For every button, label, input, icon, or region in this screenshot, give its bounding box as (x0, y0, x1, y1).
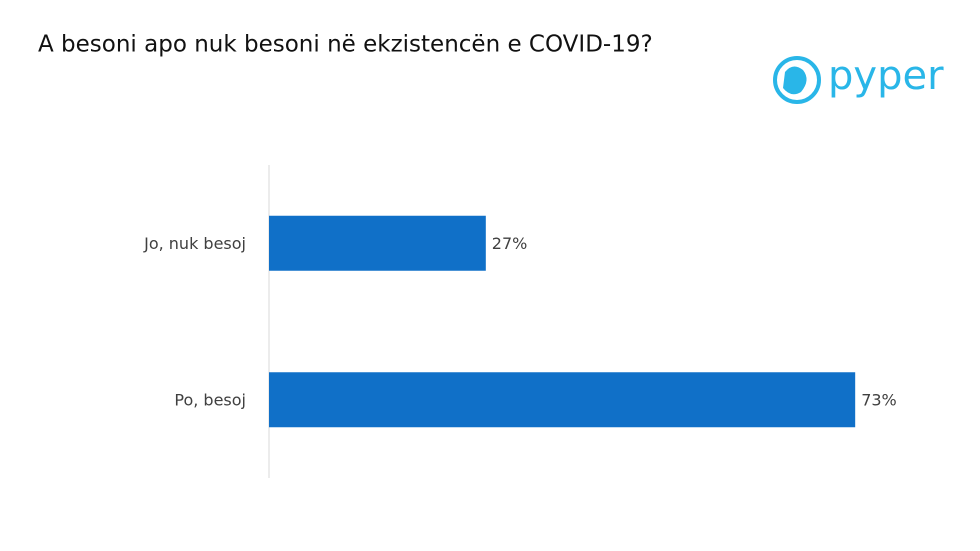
bar (269, 372, 856, 428)
logo: pyper (773, 53, 944, 105)
y-tick-label: Jo, nuk besoj (143, 234, 246, 253)
bar (269, 215, 486, 271)
logo-text: pyper (828, 53, 944, 99)
y-tick-label: Po, besoj (174, 390, 246, 409)
chart-title: A besoni apo nuk besoni në ekzistencën e… (38, 32, 653, 58)
value-label: 27% (492, 234, 528, 253)
logo-bird (780, 66, 807, 105)
logo-ring (773, 56, 821, 104)
value-label: 73% (861, 390, 897, 409)
